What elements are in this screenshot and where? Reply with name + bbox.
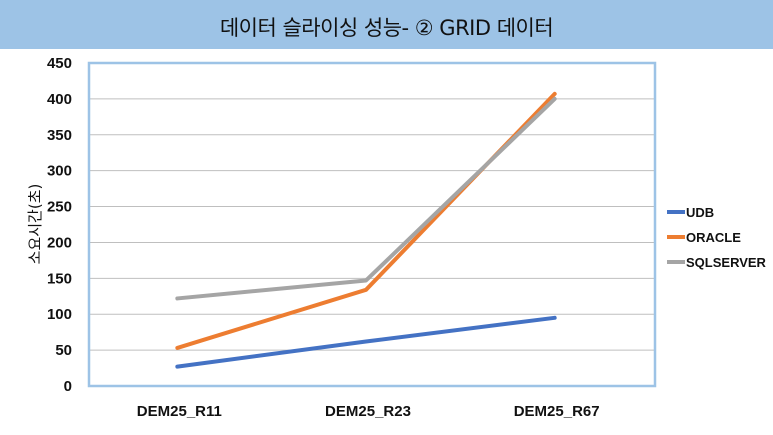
y-tick-label: 250 bbox=[47, 199, 72, 216]
y-tick-label: 400 bbox=[47, 91, 72, 108]
plot-area-border bbox=[87, 61, 657, 388]
y-axis-label: 소요시간(초) bbox=[26, 184, 44, 265]
series-line-udb bbox=[175, 315, 557, 369]
y-axis-ticks: 0 50 100 150 200 250 300 350 400 450 bbox=[47, 55, 72, 395]
series-lines bbox=[175, 91, 557, 369]
chart-title: 데이터 슬라이싱 성능- ② GRID 데이터 bbox=[219, 15, 554, 40]
y-tick-label: 100 bbox=[47, 306, 72, 323]
y-tick-label: 0 bbox=[64, 378, 72, 395]
y-tick-label: 300 bbox=[47, 163, 72, 180]
legend-item-udb: UDB bbox=[667, 205, 714, 220]
y-tick-label: 350 bbox=[47, 127, 72, 144]
x-tick-label: DEM25_R11 bbox=[137, 403, 222, 420]
x-axis-ticks: DEM25_R11 DEM25_R23 DEM25_R67 bbox=[137, 403, 600, 420]
legend-label: ORACLE bbox=[686, 230, 741, 245]
y-tick-label: 450 bbox=[47, 55, 72, 72]
legend-label: SQLSERVER bbox=[686, 255, 767, 270]
x-tick-label: DEM25_R67 bbox=[514, 403, 600, 420]
chart-title-bar: 데이터 슬라이싱 성능- ② GRID 데이터 bbox=[0, 0, 773, 49]
y-tick-label: 150 bbox=[47, 270, 72, 287]
legend: UDB ORACLE SQLSERVER bbox=[667, 205, 767, 270]
legend-item-sqlserver: SQLSERVER bbox=[667, 255, 767, 270]
legend-label: UDB bbox=[686, 205, 714, 220]
y-tick-label: 50 bbox=[55, 342, 72, 359]
x-tick-label: DEM25_R23 bbox=[325, 403, 411, 420]
series-line-sqlserver bbox=[175, 96, 557, 301]
y-tick-label: 200 bbox=[47, 234, 72, 251]
series-line-oracle bbox=[175, 91, 557, 350]
gridlines bbox=[89, 98, 655, 351]
legend-item-oracle: ORACLE bbox=[667, 230, 741, 245]
